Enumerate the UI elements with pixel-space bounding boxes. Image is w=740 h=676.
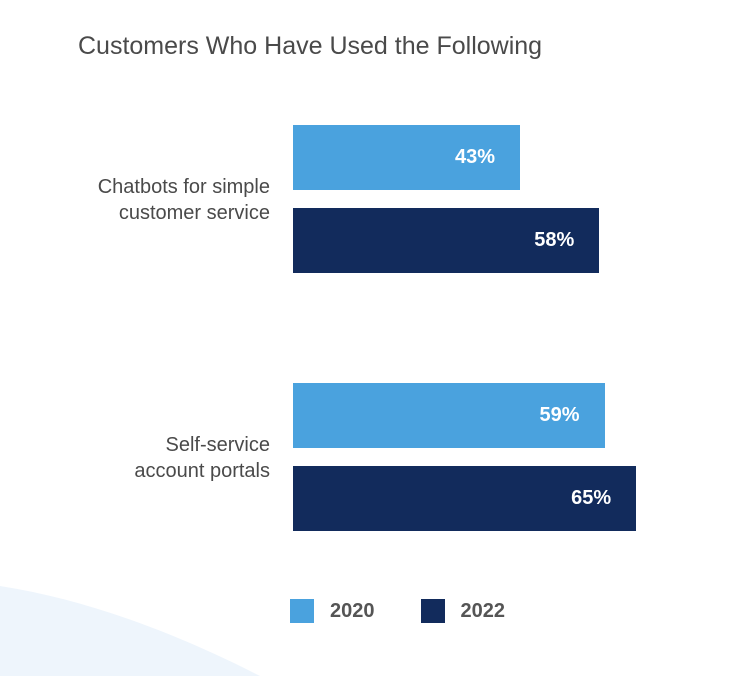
legend-item-2020: 2020 — [290, 599, 375, 623]
legend-label-2022: 2022 — [460, 599, 506, 622]
category-label-line: Self-service — [165, 434, 270, 456]
bar-2020 — [293, 383, 605, 448]
bar-value-label: 43% — [455, 146, 496, 168]
legend-swatch-2020 — [290, 599, 314, 623]
category-label-line: account portals — [134, 460, 270, 482]
bar-2022 — [293, 208, 600, 273]
legend-label-2020: 2020 — [330, 599, 375, 622]
chart-legend: 2020 2022 — [290, 598, 551, 624]
category-label-line: customer service — [118, 202, 270, 224]
legend-item-2022: 2022 — [420, 599, 506, 623]
bar-2022 — [293, 466, 637, 531]
bar-value-label: 58% — [534, 229, 575, 251]
category-label: Self-service account portals — [10, 432, 270, 484]
chart-title: Customers Who Have Used the Following — [78, 32, 543, 60]
bar-2020 — [293, 125, 521, 190]
bar-value-label: 65% — [571, 487, 612, 509]
bar-value-label: 59% — [539, 404, 580, 426]
legend-swatch-2022 — [420, 599, 445, 623]
category-label-line: Chatbots for simple — [97, 176, 270, 198]
category-label: Chatbots for simple customer service — [10, 174, 270, 226]
